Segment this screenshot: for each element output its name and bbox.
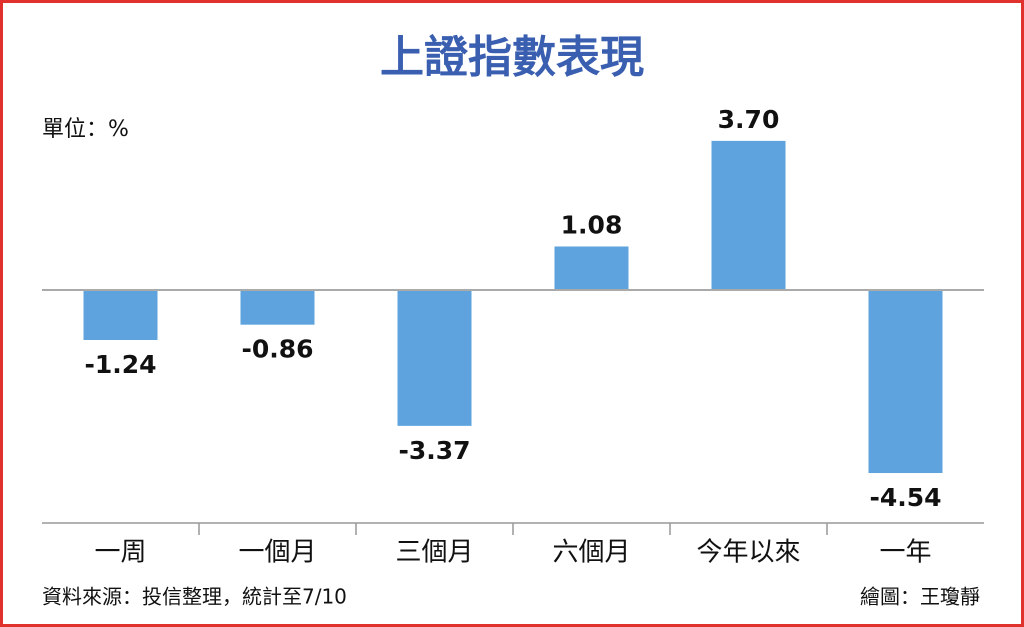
x-tick-label: 一個月 [238,538,316,568]
value-label: -0.86 [241,335,313,364]
x-tick-label: 六個月 [552,538,630,568]
bar [868,290,943,474]
x-tick-label: 一周 [94,538,146,568]
value-label: 1.08 [561,210,623,239]
bar [711,140,786,291]
chart-title: 上證指數表現 [380,32,644,83]
bar [397,290,472,426]
source-note: 資料來源：投信整理，統計至7/10 [42,585,347,609]
x-tick-label: 一年 [879,538,931,568]
credit: 繪圖：王瓊靜 [860,585,980,609]
value-label: -1.24 [84,350,156,379]
bar [554,246,629,291]
bar [83,290,158,340]
bar [240,290,315,325]
x-tick-label: 三個月 [395,538,473,568]
x-tick-label: 今年以來 [696,538,800,568]
unit-label: 單位：% [42,117,129,142]
value-label: -3.37 [398,436,470,465]
value-label: 3.70 [718,105,780,134]
value-label: -4.54 [869,483,941,512]
